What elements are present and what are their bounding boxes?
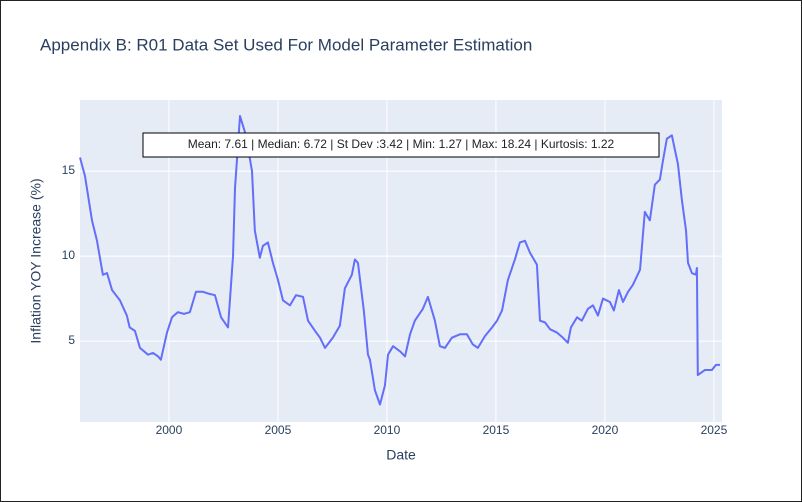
annotation: Mean: 7.61 | Median: 6.72 | St Dev :3.42… [188, 137, 615, 151]
data-line [79, 114, 721, 406]
x-tick-label: 2010 [374, 423, 401, 437]
x-tick-label: 2025 [701, 423, 728, 437]
x-tick-label: 2005 [265, 423, 292, 437]
y-tick-label: 15 [62, 163, 76, 177]
y-axis-title: Inflation YOY Increase (%) [28, 178, 44, 343]
annotation-box [142, 132, 660, 158]
x-axis-title: Date [386, 447, 416, 463]
x-tick-label: 2020 [592, 423, 619, 437]
x-tick-label: 2015 [483, 423, 510, 437]
y-tick-label: 10 [62, 248, 76, 262]
marks [79, 114, 721, 406]
x-tick-label: 2000 [156, 423, 183, 437]
y-tick-label: 5 [68, 333, 75, 347]
chart-title: Appendix B: R01 Data Set Used For Model … [40, 35, 532, 54]
